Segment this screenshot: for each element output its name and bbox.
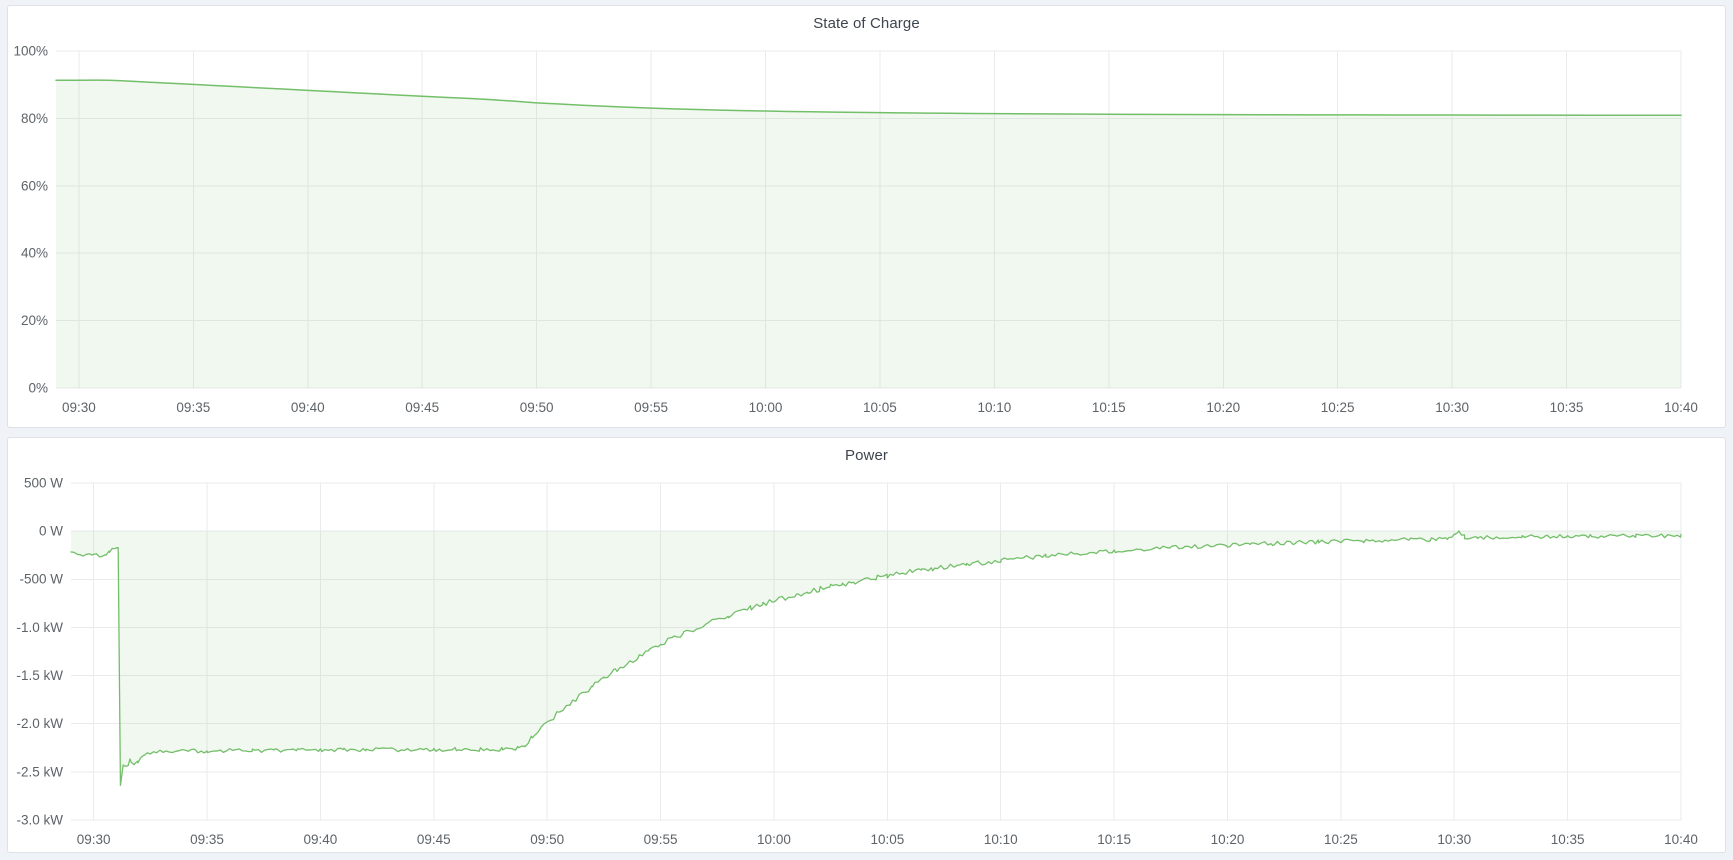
series-area-fill bbox=[71, 530, 1681, 786]
svg-text:10:35: 10:35 bbox=[1551, 832, 1585, 847]
svg-text:10:00: 10:00 bbox=[757, 832, 791, 847]
power-plot: 500 W 0 W -500 W -1.0 kW -1.5 kW -2.0 kW -2.5 … bbox=[16, 475, 1698, 847]
svg-text:-2.0 kW: -2.0 kW bbox=[16, 716, 63, 731]
svg-text:10:15: 10:15 bbox=[1097, 832, 1131, 847]
series-area-fill bbox=[56, 80, 1681, 389]
svg-text:40%: 40% bbox=[21, 246, 48, 261]
svg-text:10:40: 10:40 bbox=[1664, 400, 1698, 415]
grid-lines bbox=[71, 482, 1682, 821]
svg-text:60%: 60% bbox=[21, 178, 48, 193]
svg-text:10:20: 10:20 bbox=[1206, 400, 1240, 415]
x-axis-labels: 09:30 09:35 09:40 09:45 09:50 09:55 10:00 10:05… bbox=[62, 400, 1698, 415]
svg-text:0 W: 0 W bbox=[39, 524, 63, 539]
svg-text:09:50: 09:50 bbox=[530, 832, 564, 847]
svg-text:10:05: 10:05 bbox=[870, 832, 904, 847]
svg-text:100%: 100% bbox=[13, 43, 48, 58]
svg-text:09:40: 09:40 bbox=[304, 832, 338, 847]
state-of-charge-chart[interactable]: 100% 80% 60% 40% 20% 0% 09:30 09:35 09:40 09:45 09… bbox=[8, 6, 1725, 427]
svg-text:-1.0 kW: -1.0 kW bbox=[16, 620, 63, 635]
y-axis-labels: 500 W 0 W -500 W -1.0 kW -1.5 kW -2.0 kW -2.5 … bbox=[16, 475, 63, 827]
svg-text:-500 W: -500 W bbox=[19, 572, 63, 587]
svg-text:09:30: 09:30 bbox=[77, 832, 111, 847]
svg-text:0%: 0% bbox=[28, 380, 48, 395]
svg-text:10:30: 10:30 bbox=[1435, 400, 1469, 415]
svg-text:10:20: 10:20 bbox=[1211, 832, 1245, 847]
svg-text:-1.5 kW: -1.5 kW bbox=[16, 668, 63, 683]
svg-text:10:10: 10:10 bbox=[977, 400, 1011, 415]
svg-text:09:55: 09:55 bbox=[634, 400, 668, 415]
panel-title-power: Power bbox=[844, 447, 889, 464]
panel-power: Power 500 W 0 W -500 W -1.0 kW -1.5 kW -2.0 k… bbox=[7, 437, 1726, 853]
svg-text:10:30: 10:30 bbox=[1437, 832, 1471, 847]
svg-text:10:05: 10:05 bbox=[863, 400, 897, 415]
power-chart[interactable]: 500 W 0 W -500 W -1.0 kW -1.5 kW -2.0 kW -2.5 … bbox=[8, 438, 1725, 852]
panel-state-of-charge: State of Charge 100% 80% 60% 40% 20% 0% 09:30 0… bbox=[7, 5, 1726, 428]
series-line bbox=[70, 530, 1682, 786]
y-axis-labels: 100% 80% 60% 40% 20% 0% bbox=[13, 43, 48, 395]
svg-text:09:45: 09:45 bbox=[405, 400, 439, 415]
svg-text:10:00: 10:00 bbox=[749, 400, 783, 415]
svg-text:-2.5 kW: -2.5 kW bbox=[16, 764, 63, 779]
svg-text:20%: 20% bbox=[21, 313, 48, 328]
svg-text:10:40: 10:40 bbox=[1664, 832, 1698, 847]
svg-text:-3.0 kW: -3.0 kW bbox=[16, 812, 63, 827]
svg-text:10:15: 10:15 bbox=[1092, 400, 1126, 415]
svg-text:09:45: 09:45 bbox=[417, 832, 451, 847]
svg-text:09:55: 09:55 bbox=[644, 832, 678, 847]
svg-text:10:25: 10:25 bbox=[1324, 832, 1358, 847]
panel-title-state-of-charge: State of Charge bbox=[813, 15, 920, 32]
svg-text:09:35: 09:35 bbox=[176, 400, 210, 415]
svg-text:09:30: 09:30 bbox=[62, 400, 96, 415]
svg-text:09:35: 09:35 bbox=[190, 832, 224, 847]
svg-text:10:10: 10:10 bbox=[984, 832, 1018, 847]
svg-text:500 W: 500 W bbox=[24, 475, 63, 490]
svg-text:10:25: 10:25 bbox=[1321, 400, 1355, 415]
state-of-charge-plot: 100%80%60%40%20%0%09:30 09:35 09:40 09:45 09… bbox=[13, 43, 1698, 415]
svg-text:10:35: 10:35 bbox=[1550, 400, 1584, 415]
series-line bbox=[55, 79, 1682, 117]
svg-text:09:40: 09:40 bbox=[291, 400, 325, 415]
svg-text:80%: 80% bbox=[21, 111, 48, 126]
grid-lines bbox=[56, 50, 1682, 389]
svg-text:09:50: 09:50 bbox=[520, 400, 554, 415]
x-axis-labels: 09:30 09:35 09:40 09:45 09:50 09:55 10:00 10:05… bbox=[77, 832, 1698, 847]
